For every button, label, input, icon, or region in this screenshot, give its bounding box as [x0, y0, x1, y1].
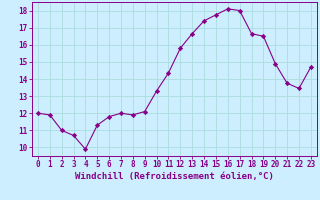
- X-axis label: Windchill (Refroidissement éolien,°C): Windchill (Refroidissement éolien,°C): [75, 172, 274, 181]
